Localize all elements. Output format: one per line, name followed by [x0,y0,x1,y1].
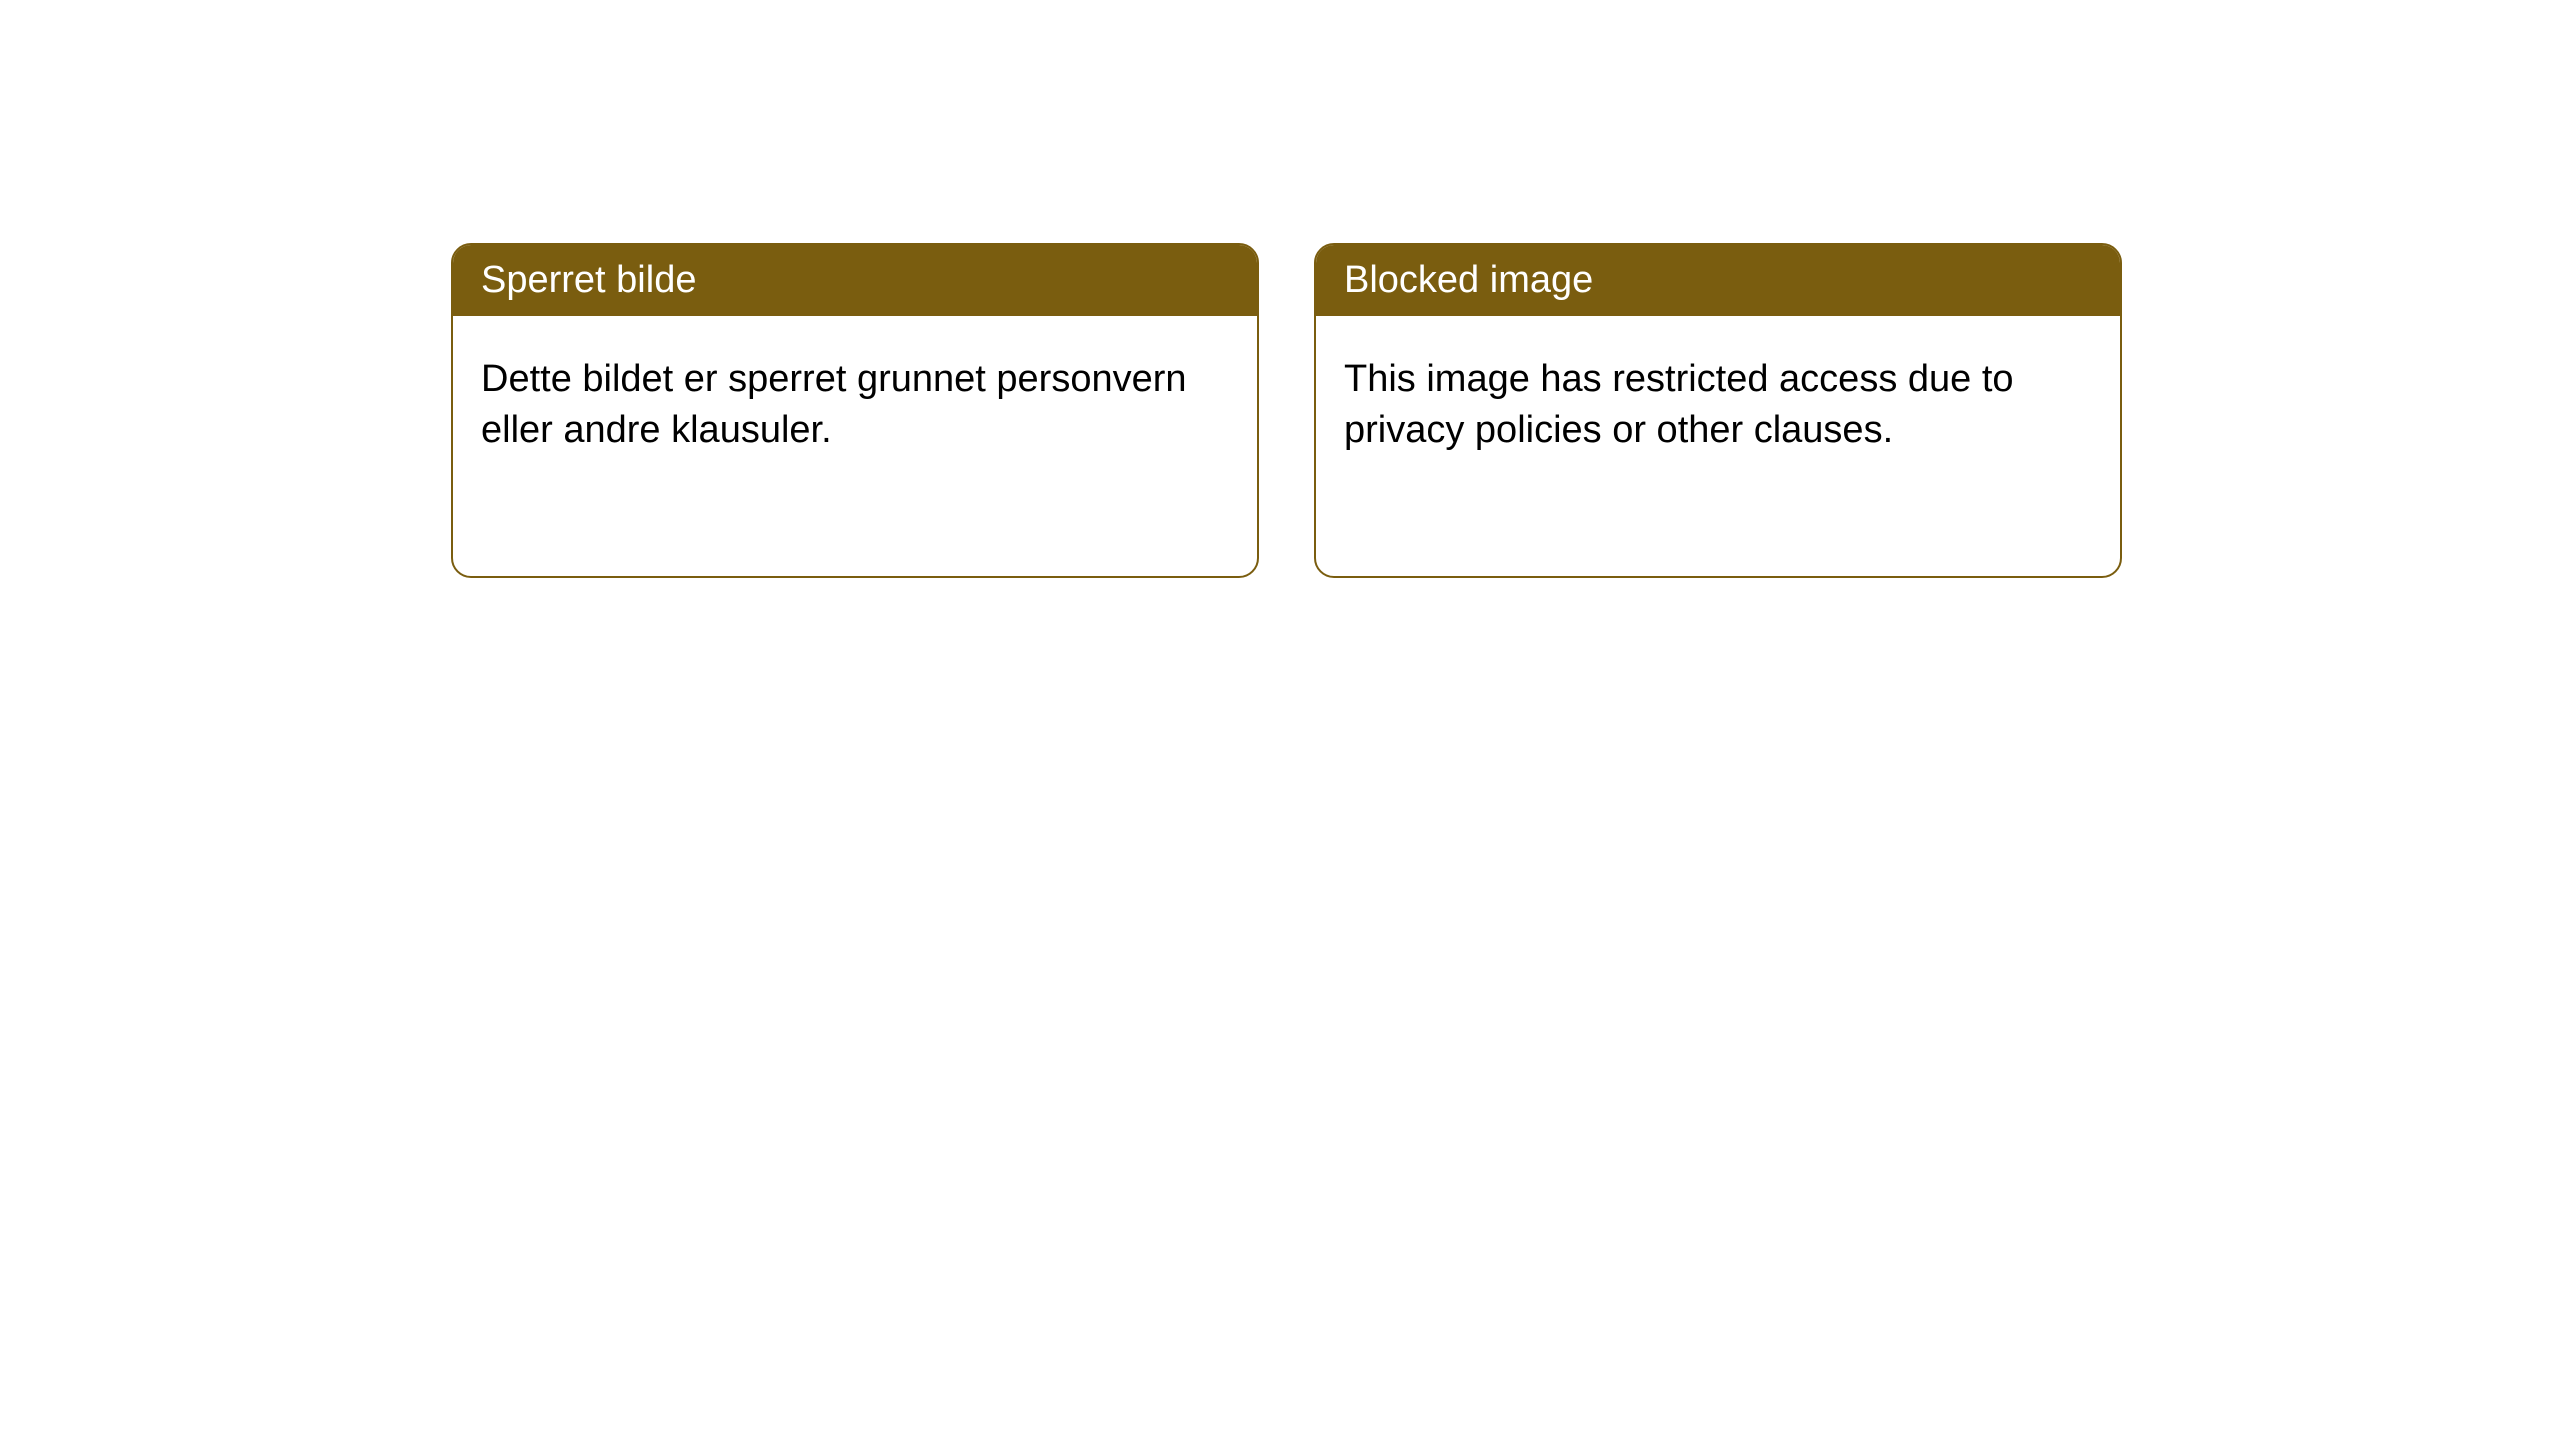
card-header: Sperret bilde [453,245,1257,316]
blocked-image-card-no: Sperret bilde Dette bildet er sperret gr… [451,243,1259,578]
card-body: This image has restricted access due to … [1316,316,2120,495]
cards-container: Sperret bilde Dette bildet er sperret gr… [0,0,2560,578]
card-header: Blocked image [1316,245,2120,316]
blocked-image-card-en: Blocked image This image has restricted … [1314,243,2122,578]
card-body: Dette bildet er sperret grunnet personve… [453,316,1257,495]
